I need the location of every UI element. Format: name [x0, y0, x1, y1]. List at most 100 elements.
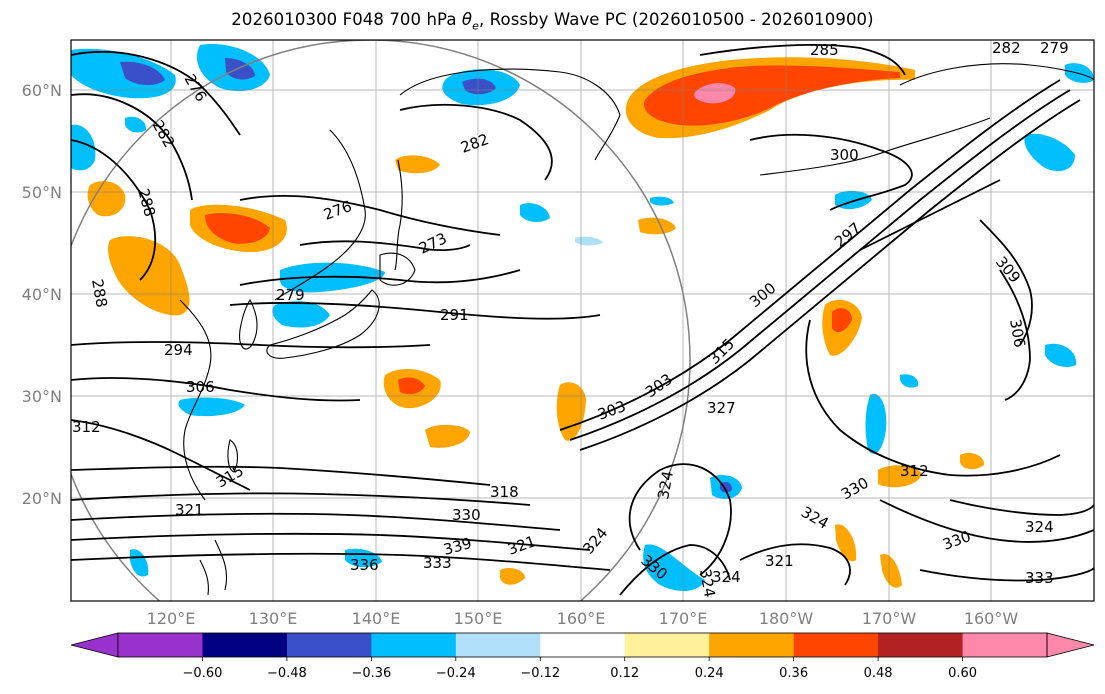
- coastline-alaska: [899, 63, 1094, 86]
- negative-anomaly-aleutian: [1024, 133, 1075, 172]
- contour-330-east: [879, 499, 1094, 543]
- contour-279-japan: [239, 269, 521, 286]
- positive-anomaly-small-1: [425, 424, 470, 448]
- contour-276-nw: [71, 51, 241, 136]
- contour-318-south: [71, 492, 531, 506]
- colorbar-segment: [624, 633, 710, 657]
- colorbar: −0.60 −0.48 −0.36 −0.24 −0.12 0.12 0.24 0.36 0.4…: [70, 632, 1095, 681]
- contour-label: 306: [1006, 318, 1029, 349]
- contour-300-bering: [749, 133, 913, 211]
- contour-label: 324: [1025, 518, 1054, 536]
- contour-label: 279: [1040, 39, 1069, 57]
- contour-312-subtropical: [805, 319, 1061, 477]
- theta-subscript: e: [472, 19, 479, 33]
- contour-324-loop: [628, 463, 732, 576]
- contour-label: 288: [88, 278, 111, 309]
- lon-label-130e: 130°E: [249, 609, 298, 628]
- colorbar-segment: [709, 633, 795, 657]
- coastline-aleutians: [759, 117, 991, 176]
- colorbar-tick-label: 0.60: [948, 666, 977, 681]
- longitude-labels: 120°E 130°E 140°E 150°E 160°E 170°E 180°…: [147, 609, 1019, 628]
- positive-anomaly-small-10: [880, 554, 902, 588]
- contour-327-south: [71, 532, 591, 551]
- colorbar-high-extension: [1046, 632, 1095, 658]
- colorbar-tick-label: −0.36: [351, 666, 391, 681]
- plot-title: 2026010300 F048 700 hPa θe, Rossby Wave …: [0, 10, 1105, 32]
- contour-label: 330: [452, 506, 481, 524]
- lat-label-60n: 60°N: [22, 81, 62, 100]
- contour-label: 324: [712, 568, 741, 586]
- colorbar-segment: [118, 633, 203, 657]
- colorbar-segments: [118, 633, 1048, 657]
- lat-label-30n: 30°N: [22, 387, 62, 406]
- colorbar-segment: [540, 633, 626, 657]
- lat-label-40n: 40°N: [22, 285, 62, 304]
- positive-anomaly-small-2: [556, 382, 586, 441]
- negative-anomaly-west-edge: [71, 124, 96, 171]
- contour-324-east: [949, 499, 1094, 516]
- contour-label: 324: [654, 469, 677, 500]
- colorbar-tick-label: −0.12: [520, 666, 560, 681]
- coastline-honshu: [266, 289, 380, 359]
- contour-label: 291: [440, 306, 469, 324]
- contour-label: 282: [992, 39, 1021, 57]
- contour-321-south-central: [739, 543, 851, 586]
- negative-anomaly-nw-core: [120, 61, 165, 86]
- reference-circle: [71, 40, 691, 601]
- contour-306-far-east: [999, 269, 1031, 401]
- coastline-okhotsk-north: [399, 68, 561, 96]
- contour-label: 336: [350, 556, 379, 574]
- negative-anomaly-small-5: [650, 196, 674, 206]
- contour-297-east: [859, 179, 1001, 251]
- coastline-mainland-east: [274, 129, 366, 301]
- contour-label: 279: [276, 286, 305, 304]
- positive-anomaly-small-6: [835, 524, 857, 562]
- contour-label: 321: [175, 501, 204, 519]
- lon-label-180w: 180°W: [759, 609, 814, 628]
- coastline-philippines: [199, 539, 228, 596]
- positive-anomaly-west: [87, 181, 126, 217]
- positive-anomaly-small-9: [395, 155, 440, 174]
- coastline-sakhalin: [394, 159, 403, 271]
- contour-306-ecs: [71, 377, 361, 402]
- contour-label: 318: [490, 483, 519, 501]
- lat-label-50n: 50°N: [22, 183, 62, 202]
- contour-321-south: [71, 512, 561, 531]
- negative-anomaly-small-2: [520, 203, 550, 222]
- negative-anomaly-nw: [71, 48, 176, 99]
- contour-label: 285: [810, 41, 839, 59]
- negative-anomaly-south-4: [130, 549, 149, 577]
- negative-anomaly-small-1: [125, 116, 147, 133]
- latitude-labels: 60°N 50°N 40°N 30°N 20°N: [22, 81, 62, 508]
- contour-label: 321: [765, 552, 794, 570]
- contour-label: 324: [696, 568, 719, 599]
- contour-309-east: [979, 219, 1033, 346]
- colorbar-segment: [286, 633, 372, 657]
- map-content: 276 282 288 288 282 285 282 279 300 276 …: [71, 39, 1094, 601]
- contour-label: 333: [1025, 569, 1054, 587]
- contour-300-jet-core: [559, 79, 1061, 431]
- colorbar-tick-label: 0.36: [779, 666, 808, 681]
- negative-anomaly-small-4: [575, 236, 603, 246]
- colorbar-outline: [117, 632, 1048, 658]
- contour-312-west: [71, 419, 251, 491]
- negative-anomaly-central-pacific: [865, 394, 887, 454]
- lon-label-150e: 150°E: [454, 609, 503, 628]
- coastline-hokkaido: [379, 252, 416, 286]
- negative-anomaly-honshu: [272, 301, 330, 328]
- positive-anomaly-kamchatka-peak: [694, 83, 736, 104]
- colorbar-tick-label: −0.48: [267, 666, 307, 681]
- negative-anomaly-east-edge: [1045, 343, 1077, 367]
- contour-303-jet: [569, 89, 1071, 441]
- contour-306-jet: [579, 99, 1081, 451]
- contour-label: 312: [900, 462, 929, 480]
- contour-label: 294: [164, 341, 193, 359]
- colorbar-tick-label: 0.24: [695, 666, 724, 681]
- colorbar-low-extension: [70, 632, 119, 658]
- negative-anomaly-small-6: [1065, 63, 1094, 83]
- colorbar-segment: [202, 633, 288, 657]
- contour-label: 327: [707, 399, 736, 417]
- graticule: [71, 40, 1094, 601]
- contour-282-nw: [71, 93, 193, 201]
